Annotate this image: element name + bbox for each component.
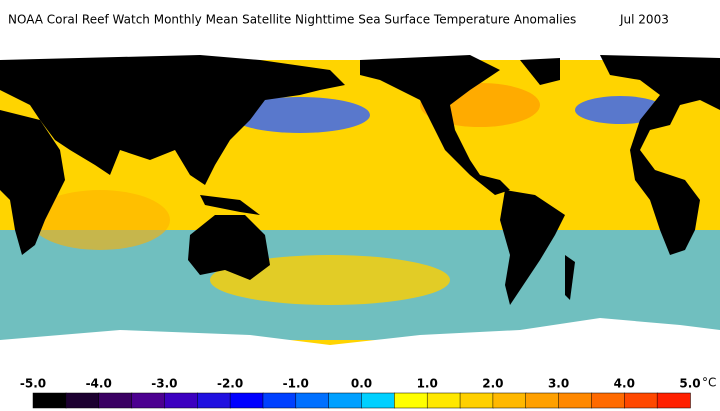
- colorbar-unit: °C: [702, 376, 716, 390]
- colorbar-segment: [591, 392, 626, 409]
- land: [0, 55, 720, 305]
- map-title: NOAA Coral Reef Watch Monthly Mean Satel…: [8, 13, 576, 27]
- colorbar-tick-label: 0.0: [351, 377, 372, 391]
- ocean-pattern: [230, 97, 370, 133]
- colorbar-segment: [656, 392, 691, 409]
- colorbar-tick-label: -4.0: [86, 377, 112, 391]
- colorbar-segment: [197, 392, 231, 409]
- colorbar-segment: [65, 392, 100, 409]
- colorbar-tick-label: 1.0: [417, 377, 438, 391]
- colorbar-segment: [295, 392, 330, 409]
- colorbar-segment: [229, 392, 264, 409]
- colorbar-segment: [492, 392, 527, 409]
- map: [0, 38, 720, 370]
- colorbar-segment: [131, 392, 166, 409]
- colorbar-segment: [328, 392, 363, 409]
- colorbar-tick-label: 2.0: [482, 377, 503, 391]
- colorbar-segment: [394, 392, 428, 409]
- colorbar-segment: [32, 392, 67, 409]
- colorbar-segment: [624, 392, 658, 409]
- colorbar-tick-label: 4.0: [614, 377, 635, 391]
- arctic-ice: [0, 38, 720, 60]
- map-date: Jul 2003: [619, 13, 669, 27]
- colorbar-tick-label: -3.0: [151, 377, 177, 391]
- colorbar-tick-label: -5.0: [20, 377, 46, 391]
- colorbar-segment: [426, 392, 461, 409]
- colorbar-segment: [98, 392, 133, 409]
- colorbar-tick-label: -1.0: [283, 377, 309, 391]
- antarctic-ice: [0, 318, 720, 370]
- ocean-pattern: [30, 190, 170, 250]
- colorbar-segment: [262, 392, 297, 409]
- colorbar-tick-label: 5.0: [679, 377, 700, 391]
- colorbar-segment: [459, 392, 494, 409]
- colorbar-segment: [164, 392, 198, 409]
- colorbar-tick-label: -2.0: [217, 377, 243, 391]
- colorbar-tick-label: 3.0: [548, 377, 569, 391]
- colorbar-segment: [525, 392, 560, 409]
- colorbar-segment: [558, 392, 593, 409]
- ocean-pattern: [210, 255, 450, 305]
- colorbar-segment: [361, 392, 396, 409]
